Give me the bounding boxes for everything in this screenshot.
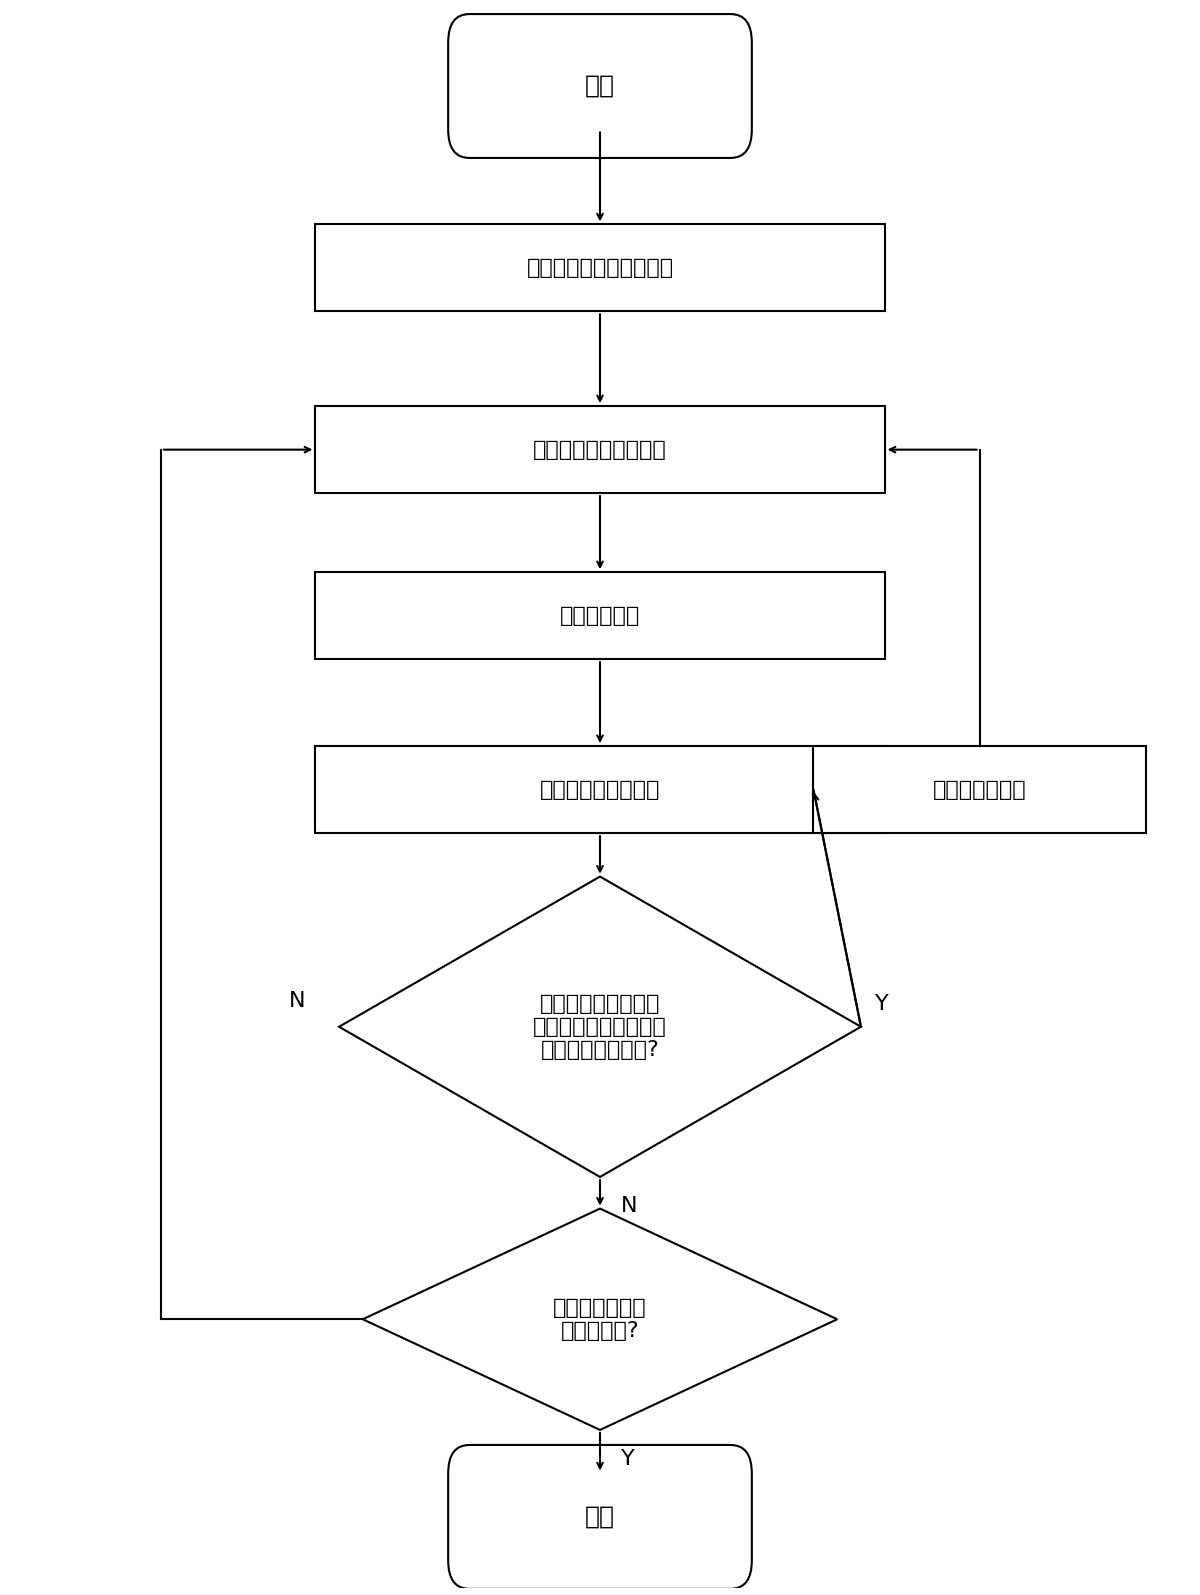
Text: N: N (622, 1196, 638, 1215)
Bar (316, 225, 884, 311)
Bar (814, 746, 1146, 833)
Text: Y: Y (875, 994, 889, 1014)
Text: 是否在信息素发散点
之后的一段时间内最优
路径仍未发生变化?: 是否在信息素发散点 之后的一段时间内最优 路径仍未发生变化? (533, 994, 667, 1061)
Polygon shape (362, 1209, 838, 1431)
Text: N: N (289, 990, 306, 1011)
Text: 将蛂蚁分配于各个结点: 将蛂蚁分配于各个结点 (533, 440, 667, 459)
Text: 算法是否达到最
大迭代次数?: 算法是否达到最 大迭代次数? (553, 1298, 647, 1341)
Bar (316, 407, 884, 493)
Bar (316, 573, 884, 659)
Text: Y: Y (622, 1448, 635, 1469)
Text: 开始: 开始 (586, 73, 616, 97)
Text: 完成一次迭代: 完成一次迭代 (560, 606, 640, 625)
Text: 各个路径信息素更新: 各个路径信息素更新 (540, 780, 660, 799)
Bar (316, 746, 884, 833)
FancyBboxPatch shape (448, 14, 752, 158)
Polygon shape (340, 877, 860, 1177)
Text: 初始化参数和信息素分布: 初始化参数和信息素分布 (527, 258, 673, 278)
Text: 重置信息素矩阵: 重置信息素矩阵 (932, 780, 1026, 799)
Text: 结束: 结束 (586, 1506, 616, 1530)
FancyBboxPatch shape (448, 1445, 752, 1589)
